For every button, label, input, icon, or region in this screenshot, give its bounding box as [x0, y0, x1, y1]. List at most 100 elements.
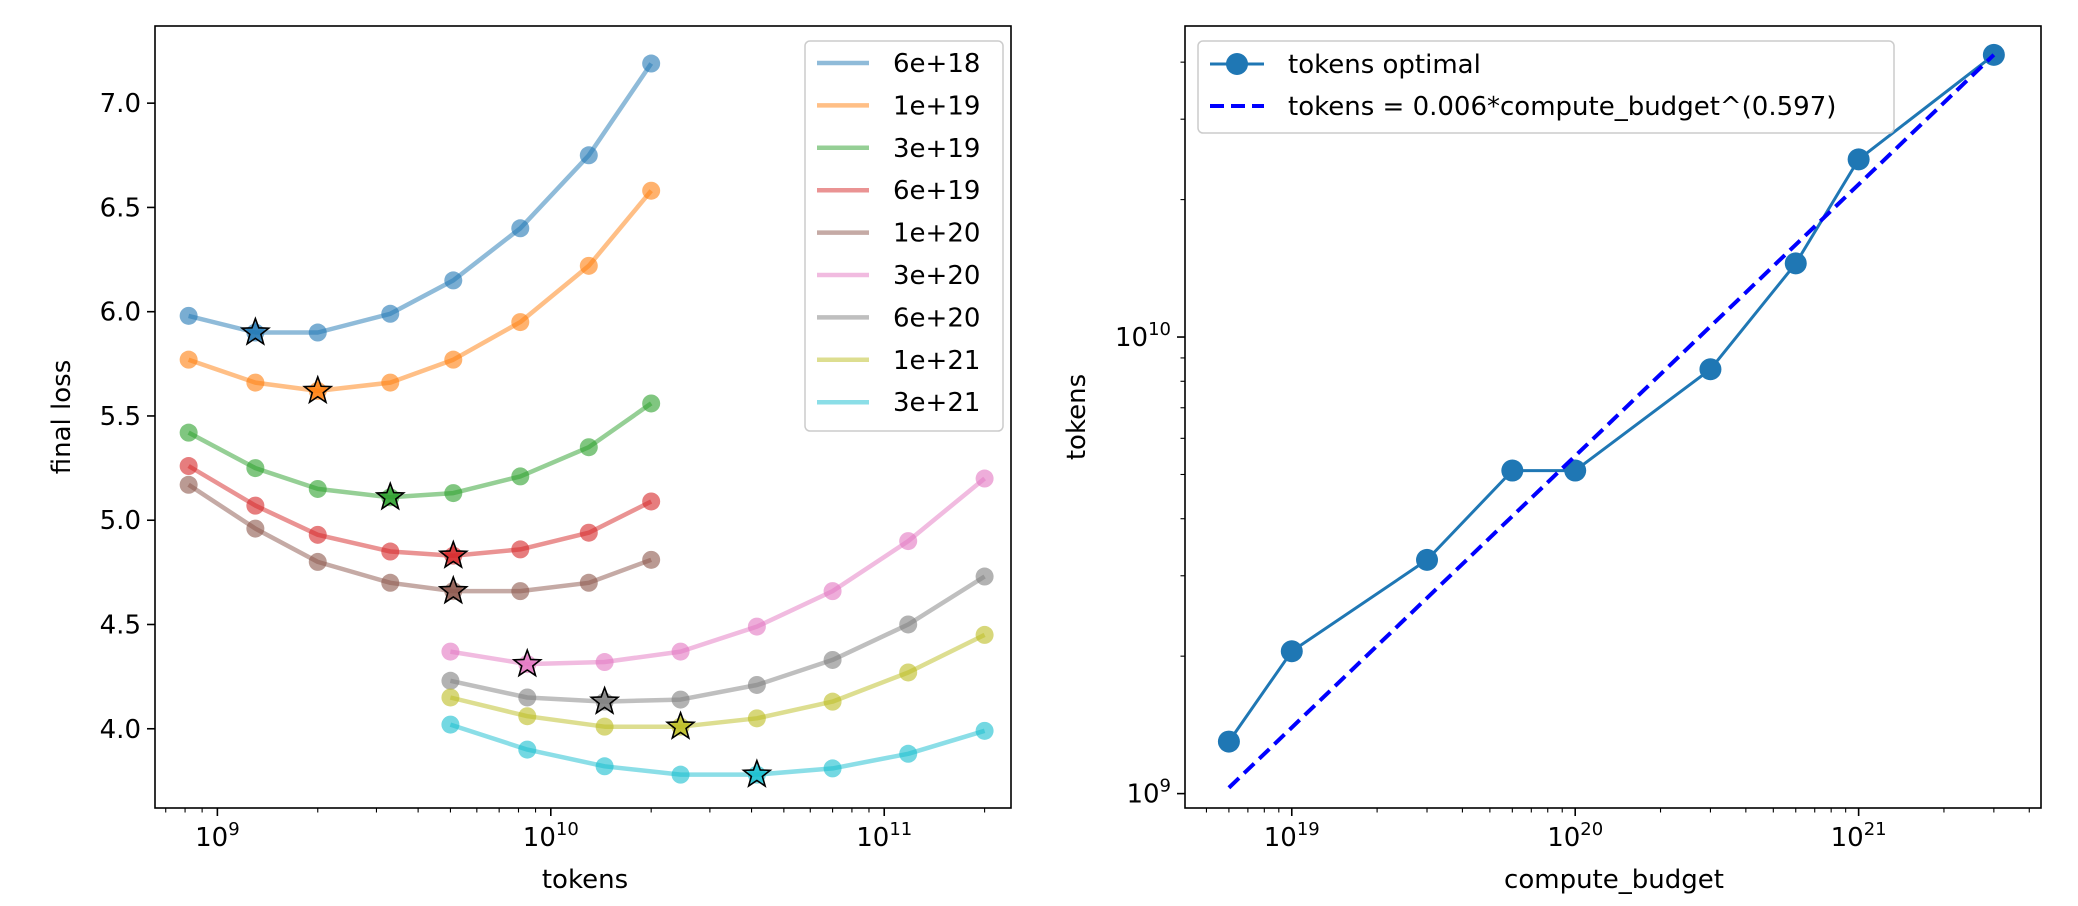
- legend-item-3e-19: 3e+19: [817, 134, 980, 164]
- data-point: [595, 757, 614, 776]
- data-point: [1784, 252, 1807, 275]
- optimum-star: [437, 539, 469, 569]
- data-point: [381, 542, 400, 561]
- series-3e-19: [179, 394, 661, 511]
- fit-dashed-line: [1227, 53, 1996, 790]
- data-point: [1564, 459, 1587, 482]
- loss-curves: [179, 54, 994, 788]
- legend-label: 6e+19: [893, 176, 980, 206]
- tokens-chart-ylabel: tokens: [1062, 374, 1092, 460]
- data-point: [246, 459, 265, 478]
- legend-label: 3e+21: [893, 388, 980, 418]
- data-point: [308, 525, 327, 544]
- data-point: [579, 256, 598, 275]
- data-point: [595, 717, 614, 736]
- data-point: [899, 532, 918, 551]
- series-line-6e-19: [187, 464, 653, 558]
- x-tick-label: 1010: [523, 819, 579, 853]
- loss-chart-xlabel: tokens: [542, 865, 628, 895]
- optimum-star: [589, 685, 621, 715]
- series-line-6e-20: [449, 574, 986, 704]
- legend-swatch-marker: [1226, 53, 1248, 75]
- data-point: [179, 475, 198, 494]
- data-point: [899, 663, 918, 682]
- series-1e-21: [441, 625, 994, 740]
- series-line-3e-21: [449, 722, 986, 777]
- x-tick-label: 109: [195, 819, 240, 853]
- tokens-chart-xlabel: compute_budget: [1504, 865, 1724, 895]
- data-point: [747, 709, 766, 728]
- legend-label: 6e+18: [893, 49, 980, 79]
- series-line-1e-19: [187, 189, 653, 394]
- y-tick-label: 4.0: [100, 715, 141, 745]
- data-point: [441, 642, 460, 661]
- data-point: [899, 744, 918, 763]
- legend-item-1e-19: 1e+19: [817, 91, 980, 121]
- legend-label: 3e+20: [893, 261, 980, 291]
- series-3e-20: [441, 469, 994, 678]
- data-point: [1501, 459, 1524, 482]
- x-tick-label: 1021: [1831, 819, 1887, 853]
- y-tick-label: 7.0: [100, 89, 141, 119]
- series-line-6e-18: [188, 62, 654, 335]
- data-point: [308, 552, 327, 571]
- data-point: [1699, 358, 1722, 381]
- data-point: [381, 304, 400, 323]
- y-tick-label: 4.5: [100, 610, 141, 640]
- legend-item-3e-20: 3e+20: [817, 261, 980, 291]
- data-point: [179, 306, 198, 325]
- data-point: [246, 373, 265, 392]
- series-line-1e-21: [449, 632, 986, 729]
- data-point: [975, 625, 994, 644]
- data-point: [179, 457, 198, 476]
- data-point: [511, 219, 530, 238]
- series-6e-18: [179, 54, 661, 346]
- legend-label: 6e+20: [893, 303, 980, 333]
- tokens-optimal-plot: [1217, 43, 2005, 790]
- legend-label: tokens optimal: [1288, 50, 1481, 80]
- series-line-3e-19: [187, 401, 653, 500]
- y-tick-label: 6.5: [100, 193, 141, 223]
- data-point: [518, 740, 537, 759]
- y-tick-label: 5.5: [100, 402, 141, 432]
- data-point: [642, 54, 661, 73]
- data-point: [511, 467, 530, 486]
- data-point: [579, 438, 598, 457]
- series-1e-20: [179, 475, 661, 605]
- legend-label: 1e+20: [893, 219, 980, 249]
- data-point: [975, 567, 994, 586]
- data-point: [511, 313, 530, 332]
- data-point: [823, 582, 842, 601]
- data-point: [444, 484, 463, 503]
- data-point: [671, 642, 690, 661]
- legend-label: 3e+19: [893, 134, 980, 164]
- data-point: [579, 573, 598, 592]
- data-point: [179, 423, 198, 442]
- optimum-star: [374, 480, 406, 511]
- legend-item-1e-20: 1e+20: [817, 219, 980, 249]
- data-point: [1847, 148, 1870, 171]
- data-point: [671, 690, 690, 709]
- data-point: [823, 650, 842, 669]
- data-point: [179, 350, 198, 369]
- x-tick-label: 1011: [856, 819, 912, 853]
- legend-item-6e-19: 6e+19: [817, 176, 980, 206]
- tokens-chart-frame: [1184, 25, 2042, 809]
- data-point: [975, 721, 994, 740]
- data-point: [308, 479, 327, 498]
- data-point: [642, 550, 661, 569]
- series-6e-19: [179, 457, 661, 569]
- loss-chart-ylabel: final loss: [47, 360, 77, 475]
- optimum-star: [302, 374, 334, 405]
- data-point: [308, 323, 327, 342]
- series-line-3e-20: [450, 476, 987, 667]
- legend-item-fit: tokens = 0.006*compute_budget^(0.597): [1210, 92, 1836, 122]
- data-point: [579, 146, 598, 165]
- series-1e-19: [179, 181, 661, 405]
- series-3e-21: [441, 715, 994, 788]
- data-point: [246, 519, 265, 538]
- tokens-vs-compute-chart: 1019 1020 1021 109 1010 compute_budget token…: [1062, 25, 2042, 895]
- optimum-star: [665, 710, 697, 740]
